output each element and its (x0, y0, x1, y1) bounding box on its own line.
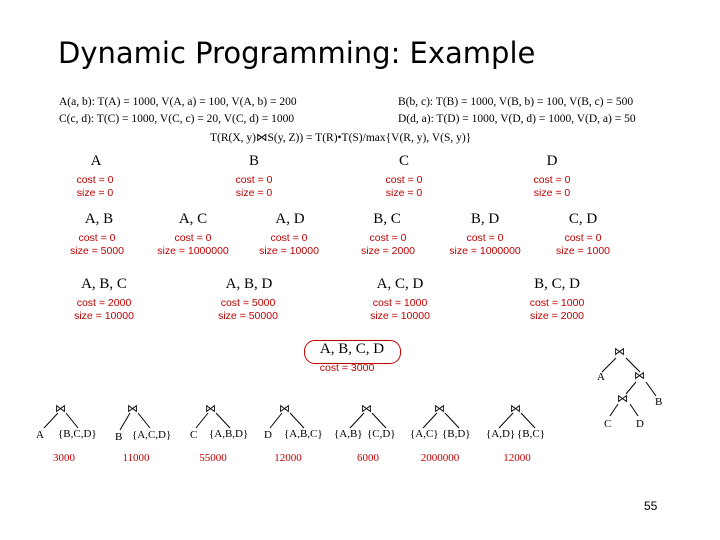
plan-3-right: {A,B,D} (209, 428, 249, 440)
plan-tree-1 (43, 412, 79, 429)
plan-tree-3 (195, 412, 231, 429)
subset-cost-a: cost = 0 size = 0 (76, 174, 114, 199)
plan-1-right: {B,C,D} (58, 428, 97, 440)
subset-label-a: A (90, 153, 102, 169)
best-tree-leaf-d: D (636, 418, 644, 430)
subset-label-ac: A, C (178, 211, 208, 227)
subset-cost-ac: cost = 0 size = 1000000 (157, 232, 229, 257)
page-number: 55 (644, 499, 658, 513)
plan-tree-6 (422, 412, 460, 429)
subset-cost-abd: cost = 5000 size = 50000 (218, 297, 278, 322)
plan-4-right: {A,B,C} (284, 428, 323, 440)
join-symbol-icon: ⋈ (510, 403, 521, 415)
subset-label-acd: A, C, D (376, 276, 424, 292)
plan-7-left: {A,D} (486, 428, 516, 440)
subset-cost-bc: cost = 0 size = 2000 (361, 232, 415, 257)
join-symbol-icon: ⋈ (279, 403, 290, 415)
plan-5-cost: 6000 (357, 452, 379, 464)
subset-cost-c: cost = 0 size = 0 (385, 174, 423, 199)
plan-1-cost: 3000 (53, 452, 75, 464)
subset-label-abcd: A, B, C, D (319, 341, 385, 357)
join-symbol-icon: ⋈ (127, 403, 138, 415)
plan-tree-4 (269, 412, 305, 429)
plan-6-left: {A,C} (410, 428, 439, 440)
subset-cost-d: cost = 0 size = 0 (533, 174, 571, 199)
subset-label-bc: B, C (373, 211, 401, 227)
full-set-highlight (304, 340, 401, 364)
best-tree-leaf-a: A (597, 371, 605, 383)
plan-tree-2 (119, 412, 151, 431)
subset-label-abc: A, B, C (81, 276, 127, 292)
subset-cost-b: cost = 0 size = 0 (235, 174, 273, 199)
best-tree-low-join-icon: ⋈ (617, 393, 628, 405)
subset-cost-abcd: cost = 3000 (319, 362, 375, 374)
subset-label-ab: A, B (84, 211, 114, 227)
relation-ab-stats: A(a, b): T(A) = 1000, V(A, a) = 100, V(A… (59, 96, 297, 108)
subset-label-bd: B, D (470, 211, 500, 227)
plan-2-right: {A,C,D} (132, 429, 172, 441)
subset-label-c: C (398, 153, 410, 169)
subset-label-b: B (248, 153, 260, 169)
subset-cost-bcd: cost = 1000 size = 2000 (529, 297, 585, 322)
plan-4-left: D (264, 429, 272, 441)
plan-1-left: A (36, 429, 44, 441)
plan-5-right: {C,D} (367, 428, 396, 440)
subset-label-bcd: B, C, D (534, 276, 580, 292)
subset-label-ad: A, D (275, 211, 305, 227)
plan-tree-7 (498, 412, 536, 429)
plan-6-right: {B,D} (442, 428, 471, 440)
join-size-formula: T(R(X, y)⋈S(y, Z)) = T(R)•T(S)/max{V(R, … (210, 132, 472, 144)
join-symbol-icon: ⋈ (55, 403, 66, 415)
join-symbol-icon: ⋈ (205, 403, 216, 415)
join-symbol-icon: ⋈ (361, 403, 372, 415)
plan-7-right: {B,C} (517, 428, 545, 440)
subset-cost-bd: cost = 0 size = 1000000 (449, 232, 521, 257)
best-join-tree (601, 357, 657, 417)
subset-label-abd: A, B, D (225, 276, 273, 292)
subset-cost-acd: cost = 1000 size = 10000 (370, 297, 430, 322)
subset-cost-abc: cost = 2000 size = 10000 (74, 297, 134, 322)
best-tree-leaf-b: B (655, 396, 663, 408)
best-tree-leaf-c: C (604, 418, 612, 430)
subset-cost-ab: cost = 0 size = 5000 (70, 232, 124, 257)
relation-da-stats: D(d, a): T(D) = 1000, V(D, d) = 1000, V(… (398, 113, 636, 125)
relation-bc-stats: B(b, c): T(B) = 1000, V(B, b) = 100, V(B… (398, 96, 634, 108)
plan-3-cost: 55000 (199, 452, 227, 464)
join-symbol-icon: ⋈ (434, 403, 445, 415)
slide-title: Dynamic Programming: Example (58, 36, 536, 70)
relation-cd-stats: C(c, d): T(C) = 1000, V(C, c) = 20, V(C,… (59, 113, 295, 125)
plan-6-cost: 2000000 (420, 452, 460, 464)
subset-cost-ad: cost = 0 size = 10000 (259, 232, 319, 257)
subset-cost-cd: cost = 0 size = 1000 (556, 232, 610, 257)
plan-2-left: B (115, 431, 123, 443)
best-tree-mid-join-icon: ⋈ (634, 370, 645, 382)
plan-tree-5 (349, 412, 387, 429)
subset-label-d: D (546, 153, 558, 169)
plan-3-left: C (190, 429, 198, 441)
plan-2-cost: 11000 (122, 452, 150, 464)
subset-label-cd: C, D (568, 211, 598, 227)
plan-5-left: {A,B} (334, 428, 363, 440)
plan-4-cost: 12000 (274, 452, 302, 464)
best-tree-root-join-icon: ⋈ (614, 346, 625, 358)
plan-7-cost: 12000 (503, 452, 531, 464)
